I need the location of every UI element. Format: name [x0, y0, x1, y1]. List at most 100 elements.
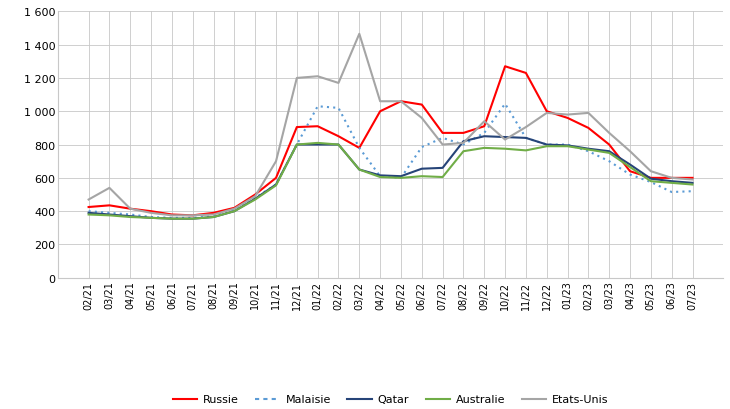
Australie	[251, 198, 260, 202]
Qatar	[251, 197, 260, 202]
Russie	[293, 125, 301, 130]
Qatar	[647, 177, 656, 182]
Malaisie	[230, 207, 239, 212]
Australie	[230, 209, 239, 214]
Etats-Unis	[396, 99, 405, 104]
Russie	[563, 116, 572, 121]
Etats-Unis	[167, 213, 176, 218]
Australie	[418, 174, 426, 179]
Malaisie	[688, 189, 697, 194]
Russie	[272, 176, 280, 181]
Russie	[105, 203, 114, 208]
Etats-Unis	[272, 160, 280, 164]
Qatar	[438, 166, 447, 171]
Russie	[438, 131, 447, 136]
Malaisie	[376, 174, 385, 179]
Malaisie	[355, 146, 364, 151]
Qatar	[542, 143, 551, 148]
Malaisie	[438, 136, 447, 141]
Legend: Russie, Malaisie, Qatar, Australie, Etats-Unis: Russie, Malaisie, Qatar, Australie, Etat…	[169, 390, 612, 409]
Malaisie	[105, 211, 114, 216]
Russie	[647, 176, 656, 181]
Australie	[334, 143, 343, 148]
Australie	[188, 217, 197, 222]
Qatar	[418, 167, 426, 172]
Malaisie	[167, 216, 176, 221]
Australie	[563, 144, 572, 149]
Qatar	[605, 149, 614, 154]
Russie	[126, 207, 134, 211]
Malaisie	[126, 213, 134, 218]
Australie	[584, 148, 593, 153]
Etats-Unis	[188, 213, 197, 218]
Malaisie	[313, 105, 322, 110]
Etats-Unis	[584, 111, 593, 116]
Etats-Unis	[105, 186, 114, 191]
Russie	[230, 206, 239, 211]
Etats-Unis	[376, 99, 385, 104]
Russie	[210, 211, 218, 216]
Etats-Unis	[459, 141, 468, 146]
Etats-Unis	[355, 32, 364, 37]
Qatar	[667, 179, 676, 184]
Australie	[688, 182, 697, 187]
Etats-Unis	[563, 113, 572, 118]
Australie	[521, 148, 530, 153]
Qatar	[396, 174, 405, 179]
Malaisie	[272, 182, 280, 187]
Etats-Unis	[480, 119, 488, 124]
Australie	[126, 215, 134, 220]
Russie	[480, 124, 488, 129]
Russie	[188, 213, 197, 218]
Etats-Unis	[521, 125, 530, 130]
Australie	[542, 144, 551, 149]
Australie	[459, 149, 468, 154]
Malaisie	[418, 145, 426, 150]
Russie	[542, 110, 551, 115]
Malaisie	[626, 173, 634, 178]
Australie	[501, 147, 510, 152]
Russie	[584, 126, 593, 131]
Russie	[396, 99, 405, 104]
Line: Russie: Russie	[88, 67, 693, 216]
Qatar	[84, 211, 93, 216]
Etats-Unis	[667, 176, 676, 181]
Line: Etats-Unis: Etats-Unis	[88, 35, 693, 216]
Qatar	[188, 217, 197, 222]
Malaisie	[188, 216, 197, 221]
Russie	[313, 124, 322, 129]
Russie	[626, 169, 634, 174]
Australie	[438, 175, 447, 180]
Qatar	[501, 135, 510, 140]
Qatar	[480, 135, 488, 139]
Malaisie	[293, 143, 301, 148]
Malaisie	[584, 149, 593, 154]
Malaisie	[251, 196, 260, 201]
Russie	[521, 71, 530, 76]
Etats-Unis	[418, 116, 426, 121]
Malaisie	[667, 190, 676, 195]
Etats-Unis	[313, 74, 322, 79]
Qatar	[210, 215, 218, 220]
Line: Malaisie: Malaisie	[88, 104, 693, 218]
Malaisie	[147, 215, 155, 220]
Australie	[293, 143, 301, 148]
Malaisie	[521, 136, 530, 141]
Qatar	[272, 182, 280, 187]
Malaisie	[334, 106, 343, 111]
Malaisie	[84, 209, 93, 214]
Malaisie	[459, 143, 468, 148]
Russie	[605, 143, 614, 148]
Qatar	[584, 147, 593, 152]
Etats-Unis	[501, 138, 510, 143]
Australie	[480, 146, 488, 151]
Russie	[167, 213, 176, 218]
Etats-Unis	[147, 211, 155, 216]
Russie	[459, 131, 468, 136]
Qatar	[313, 143, 322, 148]
Line: Australie: Australie	[88, 144, 693, 219]
Etats-Unis	[626, 149, 634, 154]
Australie	[210, 215, 218, 220]
Malaisie	[605, 160, 614, 164]
Etats-Unis	[126, 207, 134, 211]
